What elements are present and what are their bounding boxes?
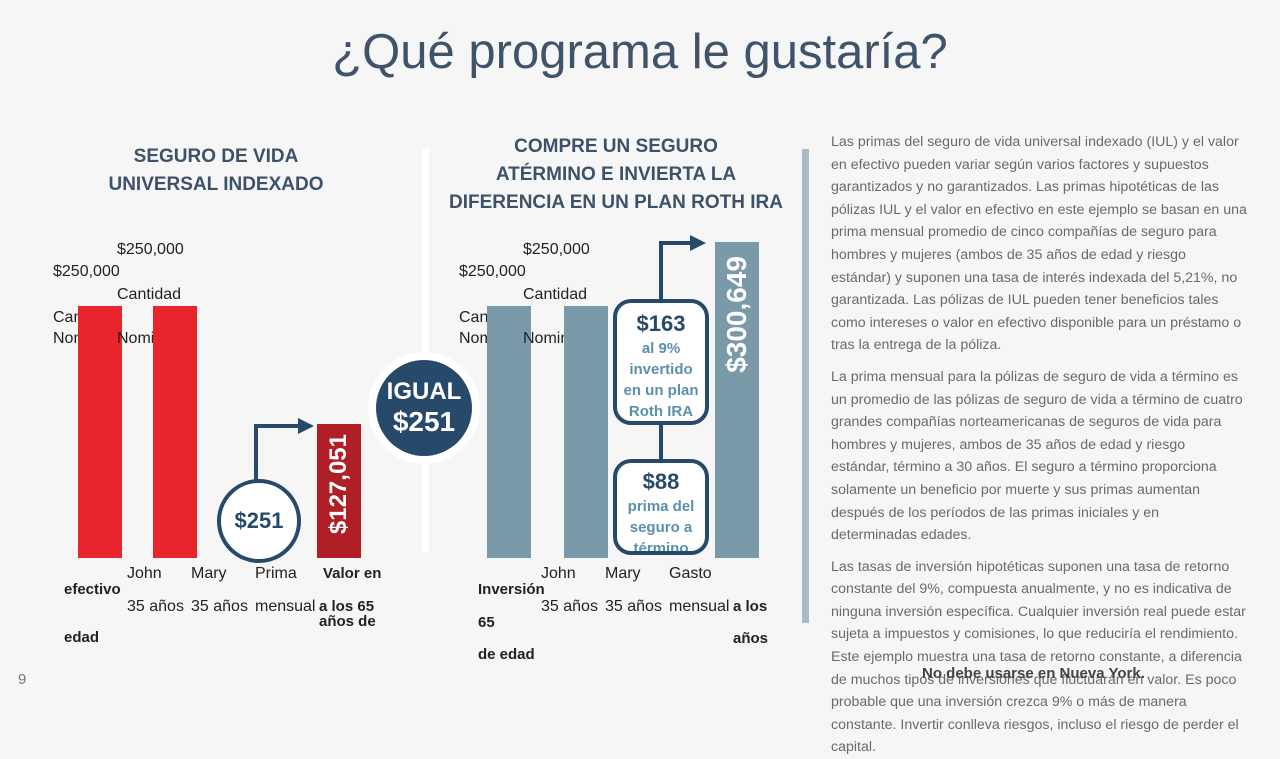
left-bar1-name: John <box>127 565 162 582</box>
right-bar1-name: John <box>541 565 576 582</box>
invest-line2: invertido <box>629 361 693 378</box>
term-pill: $88 prima del seguro a término <box>613 459 709 555</box>
left-bar2-age: 35 años <box>191 598 248 615</box>
center-line1: IGUAL <box>386 378 462 405</box>
right-value-label-c: 65 <box>478 614 495 631</box>
right-heading-line1: COMPRE UN SEGURO <box>514 136 718 157</box>
invest-line4: Roth IRA <box>628 403 694 420</box>
right-value-label-a: Inversión <box>478 581 545 598</box>
right-value-label-d: años <box>733 630 769 647</box>
divider-left <box>422 148 429 552</box>
invest-pill: $163 al 9% invertido en un plan Roth IRA <box>613 299 709 425</box>
invest-value: $163 <box>636 311 686 336</box>
right-value-label-e: de edad <box>478 646 535 663</box>
invest-line3: en un plan <box>623 382 699 399</box>
left-bar1-amount: $250,000 <box>53 263 120 280</box>
term-value: $88 <box>642 469 680 494</box>
right-heading-line3: DIFERENCIA EN UN PLAN ROTH IRA <box>449 192 783 213</box>
page-title: ¿Qué programa le gustaría? <box>332 25 948 79</box>
right-bar2-name: Mary <box>605 565 641 582</box>
right-bar1 <box>487 306 531 558</box>
right-heading-line2: ATÉRMINO E INVIERTA LA <box>495 164 737 185</box>
right-value-label-b: a los <box>733 598 768 615</box>
left-value-bar-label: $127,051 <box>325 434 352 535</box>
left-premium-circle: $251 <box>217 479 301 563</box>
right-bar1-amount: $250,000 <box>459 263 526 280</box>
right-heading: COMPRE UN SEGURO ATÉRMINO E INVIERTA LA … <box>440 133 792 217</box>
left-bar1-age: 35 años <box>127 598 184 615</box>
left-premium-label-b: mensual <box>255 598 316 615</box>
left-heading: SEGURO DE VIDA UNIVERSAL INDEXADO <box>96 143 336 199</box>
expense-label-a: Gasto <box>669 565 712 582</box>
pill-connector <box>659 420 663 464</box>
term-line2: seguro a <box>629 519 693 536</box>
left-bar1 <box>78 306 122 558</box>
right-bar2-amount: $250,000 <box>523 241 590 258</box>
left-value-label-b: efectivo <box>64 581 121 598</box>
left-bar2 <box>153 306 197 558</box>
right-bar2-age: 35 años <box>605 598 662 615</box>
left-premium-label-a: Prima <box>255 565 297 582</box>
left-value-label-a: Valor en <box>323 565 382 582</box>
center-circle: IGUAL $251 <box>376 360 472 456</box>
page-number: 9 <box>18 671 27 688</box>
term-line3: término <box>633 540 689 555</box>
left-heading-line2: UNIVERSAL INDEXADO <box>108 174 324 195</box>
left-value-label-e: edad <box>64 629 100 646</box>
divider-right <box>802 149 809 623</box>
invest-line1: al 9% <box>641 340 681 357</box>
disclaimer-p1: Las primas del seguro de vida universal … <box>831 134 1247 354</box>
disclaimer-p2: La prima mensual para la pólizas de segu… <box>831 368 1243 544</box>
footer-note: No debe usarse en Nueva York. <box>922 665 1145 682</box>
right-bar1-age: 35 años <box>541 598 598 615</box>
left-value-label-c: a los 65 <box>319 598 375 615</box>
left-bar2-name: Mary <box>191 565 227 582</box>
expense-label-b: mensual <box>669 598 730 615</box>
left-heading-line1: SEGURO DE VIDA <box>133 146 299 167</box>
right-arrow-icon <box>659 235 706 306</box>
right-value-bar-label: $300,649 <box>721 256 752 373</box>
center-line2: $251 <box>392 406 456 437</box>
left-value-label-d: años de <box>319 613 376 630</box>
left-arrow-icon <box>254 418 314 484</box>
left-bar2-amount: $250,000 <box>117 241 184 258</box>
left-bar2-label-a: Cantidad <box>117 286 182 303</box>
right-bar2 <box>564 306 608 558</box>
right-bar2-label-a: Cantidad <box>523 286 588 303</box>
right-value-bar: $300,649 <box>715 242 759 558</box>
disclaimer: Las primas del seguro de vida universal … <box>831 131 1247 759</box>
disclaimer-p3: Las tasas de inversión hipotéticas supon… <box>831 558 1246 756</box>
left-value-bar: $127,051 <box>317 424 361 558</box>
term-line1: prima del <box>627 498 695 515</box>
